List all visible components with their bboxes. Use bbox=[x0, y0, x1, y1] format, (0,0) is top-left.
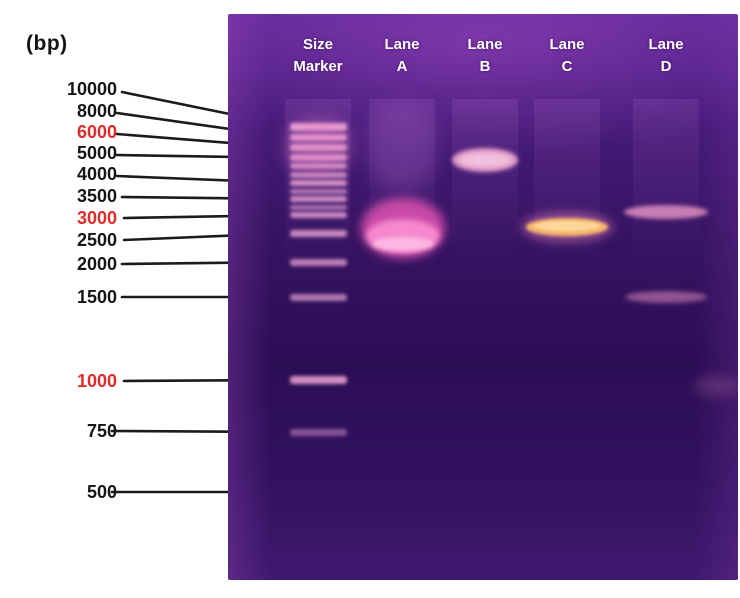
band-lane-d-band-upper bbox=[624, 205, 708, 219]
lane-header-lane-a-line2: A bbox=[396, 58, 408, 75]
size-label-6000: 6000 bbox=[76, 122, 117, 142]
lane-header-size-marker-line2: Marker bbox=[293, 58, 343, 75]
size-label-1000: 1000 bbox=[76, 371, 117, 391]
band-lane-c-band-hot bbox=[534, 221, 600, 231]
marker-ladder-band-13 bbox=[289, 258, 347, 266]
lane-streak-lane-c bbox=[534, 99, 600, 269]
size-label-500: 500 bbox=[86, 482, 117, 502]
marker-ladder-band-9 bbox=[289, 196, 347, 202]
bp-unit-label: (bp) bbox=[26, 32, 68, 55]
marker-ladder-band-6 bbox=[289, 172, 347, 178]
marker-ladder-band-5 bbox=[289, 163, 347, 169]
lane-header-lane-a: Lane A bbox=[347, 34, 457, 78]
band-edge-faint-spot bbox=[694, 376, 738, 396]
size-label-8000: 8000 bbox=[76, 101, 117, 121]
size-label-1500: 1500 bbox=[76, 287, 117, 307]
lane-header-lane-c-line1: Lane bbox=[549, 36, 585, 53]
lane-header-size-marker-line1: Size bbox=[302, 36, 333, 53]
lane-header-lane-a-line1: Lane bbox=[384, 36, 420, 53]
size-label-10000: 10000 bbox=[66, 79, 117, 99]
marker-ladder-band-2 bbox=[289, 133, 347, 141]
band-marker-top-glow bbox=[285, 118, 351, 174]
marker-ladder-band-10 bbox=[289, 204, 347, 210]
lane-header-lane-b-line1: Lane bbox=[467, 36, 503, 53]
band-lane-a-smear bbox=[367, 101, 437, 191]
marker-ladder-band-16 bbox=[289, 428, 347, 436]
size-label-750: 750 bbox=[86, 421, 117, 441]
lane-header-lane-d: Lane D bbox=[611, 34, 721, 78]
band-lane-d-band-lower bbox=[625, 291, 707, 303]
size-label-5000: 5000 bbox=[76, 143, 117, 163]
marker-ladder-band-7 bbox=[289, 180, 347, 186]
lane-streak-lane-d bbox=[633, 99, 699, 269]
size-label-3000: 3000 bbox=[76, 208, 117, 228]
size-label-3500: 3500 bbox=[76, 186, 117, 206]
marker-ladder-band-15 bbox=[289, 376, 347, 384]
lane-header-lane-b: Lane B bbox=[430, 34, 540, 78]
marker-ladder-band-1 bbox=[289, 123, 347, 131]
lane-streak-lane-b bbox=[452, 99, 518, 269]
marker-ladder-band-4 bbox=[289, 153, 347, 161]
marker-ladder-band-14 bbox=[289, 293, 347, 301]
lane-header-lane-d-line1: Lane bbox=[648, 36, 684, 53]
marker-ladder-band-8 bbox=[289, 188, 347, 194]
marker-ladder-band-3 bbox=[289, 143, 347, 151]
marker-ladder-band-12 bbox=[289, 229, 347, 237]
size-label-4000: 4000 bbox=[76, 164, 117, 184]
lane-header-lane-c-line2: C bbox=[561, 58, 573, 75]
lane-header-size-marker: Size Marker bbox=[263, 34, 373, 78]
lane-header-lane-c: Lane C bbox=[512, 34, 622, 78]
lane-header-lane-d-line2: D bbox=[660, 58, 672, 75]
gel-image: Size Marker Lane A Lane B Lane C Lane D bbox=[228, 14, 738, 580]
marker-ladder-band-11 bbox=[289, 212, 347, 218]
band-lane-b-band-core bbox=[459, 153, 511, 167]
lane-header-lane-b-line2: B bbox=[479, 58, 491, 75]
band-lane-a-band-hot bbox=[372, 237, 434, 251]
size-label-2500: 2500 bbox=[76, 230, 117, 250]
size-label-2000: 2000 bbox=[76, 254, 117, 274]
